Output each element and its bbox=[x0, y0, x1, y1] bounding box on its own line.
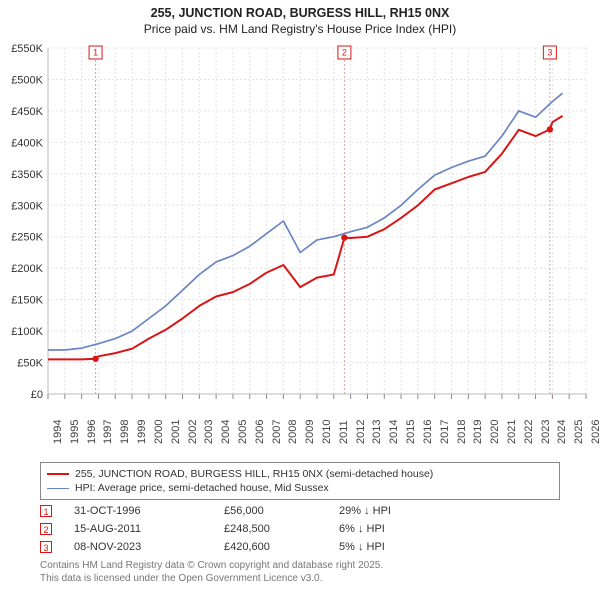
x-tick-label: 2026 bbox=[590, 420, 600, 444]
legend-item-hpi: HPI: Average price, semi-detached house,… bbox=[47, 481, 553, 495]
svg-text:£550K: £550K bbox=[11, 43, 43, 55]
event-delta: 5% ↓ HPI bbox=[339, 541, 439, 553]
x-tick-label: 2018 bbox=[456, 420, 468, 444]
footer: Contains HM Land Registry data © Crown c… bbox=[40, 560, 560, 585]
x-tick-label: 1994 bbox=[52, 420, 64, 444]
event-marker: 1 bbox=[40, 505, 52, 517]
svg-text:£0: £0 bbox=[31, 389, 43, 401]
x-tick-label: 1995 bbox=[69, 420, 81, 444]
svg-text:£500K: £500K bbox=[11, 74, 43, 86]
x-tick-label: 2008 bbox=[287, 420, 299, 444]
footer-line-2: This data is licensed under the Open Gov… bbox=[40, 573, 560, 586]
x-tick-label: 2000 bbox=[153, 420, 165, 444]
x-axis-labels: 1994 1995 1996 1997 1998 1999 2000 2001 2002 2003… bbox=[0, 412, 600, 462]
event-delta: 6% ↓ HPI bbox=[339, 523, 439, 535]
event-delta: 29% ↓ HPI bbox=[339, 505, 439, 517]
x-tick-label: 2006 bbox=[254, 420, 266, 444]
x-tick-label: 2002 bbox=[187, 420, 199, 444]
x-tick-label: 1999 bbox=[136, 420, 148, 444]
svg-text:£150K: £150K bbox=[11, 295, 43, 307]
x-tick-label: 2009 bbox=[304, 420, 316, 444]
x-tick-label: 2007 bbox=[271, 420, 283, 444]
event-date: 15-AUG-2011 bbox=[74, 523, 224, 535]
title-line-1: 255, JUNCTION ROAD, BURGESS HILL, RH15 0… bbox=[0, 6, 600, 20]
x-tick-label: 2004 bbox=[220, 420, 232, 444]
event-price: £56,000 bbox=[224, 505, 339, 517]
x-tick-label: 2019 bbox=[472, 420, 484, 444]
x-tick-label: 2020 bbox=[489, 420, 501, 444]
legend-swatch bbox=[47, 473, 69, 475]
x-tick-label: 2012 bbox=[355, 420, 367, 444]
footer-line-1: Contains HM Land Registry data © Crown c… bbox=[40, 560, 560, 573]
event-row: 1 31-OCT-1996£56,00029% ↓ HPI bbox=[40, 502, 560, 520]
legend: 255, JUNCTION ROAD, BURGESS HILL, RH15 0… bbox=[40, 462, 560, 500]
x-tick-label: 2017 bbox=[439, 420, 451, 444]
legend-label: HPI: Average price, semi-detached house,… bbox=[75, 482, 329, 494]
svg-text:1: 1 bbox=[93, 48, 98, 58]
x-tick-label: 2021 bbox=[506, 420, 518, 444]
x-tick-label: 2015 bbox=[405, 420, 417, 444]
event-date: 08-NOV-2023 bbox=[74, 541, 224, 553]
event-marker: 2 bbox=[40, 523, 52, 535]
x-tick-label: 2001 bbox=[170, 420, 182, 444]
x-tick-label: 1998 bbox=[119, 420, 131, 444]
legend-swatch bbox=[47, 488, 69, 489]
event-table: 1 31-OCT-1996£56,00029% ↓ HPI 2 15-AUG-2011… bbox=[40, 502, 560, 556]
svg-text:£350K: £350K bbox=[11, 169, 43, 181]
x-tick-label: 2022 bbox=[523, 420, 535, 444]
x-tick-label: 2016 bbox=[422, 420, 434, 444]
svg-text:2: 2 bbox=[342, 48, 347, 58]
x-tick-label: 2023 bbox=[540, 420, 552, 444]
event-row: 3 08-NOV-2023£420,6005% ↓ HPI bbox=[40, 538, 560, 556]
x-tick-label: 1996 bbox=[86, 420, 98, 444]
x-tick-label: 2010 bbox=[321, 420, 333, 444]
event-price: £248,500 bbox=[224, 523, 339, 535]
x-tick-label: 2005 bbox=[237, 420, 249, 444]
x-tick-label: 2011 bbox=[338, 420, 350, 444]
event-price: £420,600 bbox=[224, 541, 339, 553]
x-tick-label: 2003 bbox=[203, 420, 215, 444]
event-row: 2 15-AUG-2011£248,5006% ↓ HPI bbox=[40, 520, 560, 538]
x-tick-label: 2024 bbox=[556, 420, 568, 444]
svg-text:£100K: £100K bbox=[11, 326, 43, 338]
chart: £0 £50K £100K £150K £200K £250K £300K £350K £400… bbox=[0, 42, 600, 412]
chart-container: 255, JUNCTION ROAD, BURGESS HILL, RH15 0… bbox=[0, 0, 600, 590]
svg-text:£50K: £50K bbox=[17, 358, 43, 370]
x-tick-label: 1997 bbox=[102, 420, 114, 444]
legend-label: 255, JUNCTION ROAD, BURGESS HILL, RH15 0… bbox=[75, 468, 433, 480]
svg-text:£400K: £400K bbox=[11, 137, 43, 149]
svg-text:£450K: £450K bbox=[11, 106, 43, 118]
legend-item-price: 255, JUNCTION ROAD, BURGESS HILL, RH15 0… bbox=[47, 467, 553, 481]
svg-text:3: 3 bbox=[547, 48, 552, 58]
event-date: 31-OCT-1996 bbox=[74, 505, 224, 517]
title-line-2: Price paid vs. HM Land Registry's House … bbox=[0, 22, 600, 36]
svg-text:£250K: £250K bbox=[11, 232, 43, 244]
x-tick-label: 2014 bbox=[388, 420, 400, 444]
svg-text:£200K: £200K bbox=[11, 263, 43, 275]
x-tick-label: 2025 bbox=[573, 420, 585, 444]
svg-text:£300K: £300K bbox=[11, 200, 43, 212]
event-marker: 3 bbox=[40, 541, 52, 553]
x-tick-label: 2013 bbox=[371, 420, 383, 444]
